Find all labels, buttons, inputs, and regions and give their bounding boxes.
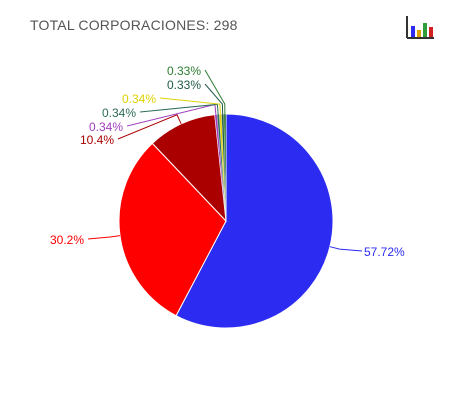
pie-label-5: 0.34% — [102, 106, 136, 120]
pie-connector-3 — [117, 114, 182, 140]
bar-chart-icon — [406, 16, 434, 39]
chart-menu-button[interactable] — [405, 14, 435, 40]
pie-label-1: 57.72% — [364, 245, 405, 259]
pie-slice-3[interactable] — [151, 114, 227, 223]
pie-slice-2[interactable] — [118, 142, 227, 317]
pie-label-2: 30.2% — [50, 233, 84, 247]
pie-connector-2 — [87, 235, 121, 240]
pie-connector-7 — [204, 83, 224, 115]
pie-label-8: 0.33% — [167, 64, 201, 78]
chart-title: TOTAL CORPORACIONES: 298 — [30, 17, 238, 33]
pie-connector-1 — [329, 246, 363, 252]
pie-label-3: 10.4% — [80, 133, 114, 147]
pie-slice-8[interactable] — [223, 113, 227, 222]
pie-label-4: 0.34% — [89, 120, 123, 134]
pie-label-7: 0.33% — [167, 78, 201, 92]
pie-label-6: 0.34% — [122, 92, 156, 106]
pie-connector-8 — [204, 69, 226, 115]
pie-connector-6 — [159, 97, 221, 115]
